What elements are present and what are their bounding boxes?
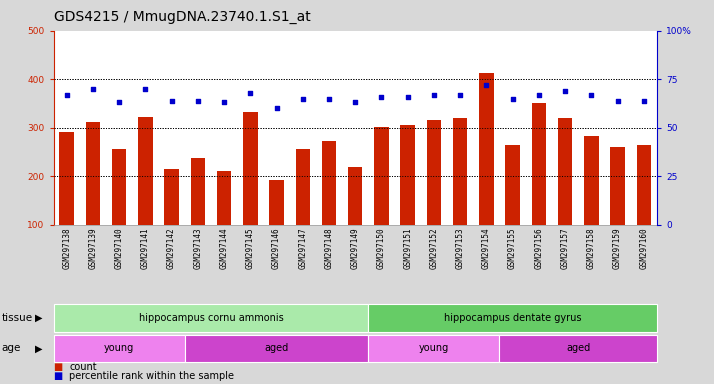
Text: GSM297154: GSM297154	[482, 227, 491, 268]
Point	[271, 105, 282, 111]
Text: GDS4215 / MmugDNA.23740.1.S1_at: GDS4215 / MmugDNA.23740.1.S1_at	[54, 10, 311, 23]
Bar	[610, 147, 625, 225]
Bar	[59, 132, 74, 225]
Text: GSM297148: GSM297148	[324, 227, 333, 268]
Point	[612, 98, 623, 104]
Point	[402, 94, 413, 100]
Text: GSM297155: GSM297155	[508, 227, 517, 268]
Bar	[427, 121, 441, 225]
Text: GSM297147: GSM297147	[298, 227, 307, 268]
Bar	[500, 334, 657, 362]
Point	[350, 99, 361, 106]
Text: young: young	[104, 343, 134, 354]
Text: ▶: ▶	[35, 343, 43, 354]
Text: GSM297140: GSM297140	[115, 227, 124, 268]
Text: GSM297151: GSM297151	[403, 227, 412, 268]
Text: GSM297150: GSM297150	[377, 227, 386, 268]
Text: GSM297141: GSM297141	[141, 227, 150, 268]
Bar	[243, 112, 258, 225]
Text: age: age	[1, 343, 21, 354]
Text: GSM297153: GSM297153	[456, 227, 465, 268]
Bar	[185, 334, 368, 362]
Text: GSM297139: GSM297139	[89, 227, 97, 268]
Bar	[637, 145, 651, 225]
Text: GSM297143: GSM297143	[193, 227, 202, 268]
Text: GSM297159: GSM297159	[613, 227, 622, 268]
Bar	[368, 304, 657, 331]
Point	[87, 86, 99, 92]
Bar	[54, 334, 185, 362]
Bar	[296, 149, 310, 225]
Bar	[217, 171, 231, 225]
Bar	[322, 141, 336, 225]
Bar	[506, 145, 520, 225]
Text: aged: aged	[264, 343, 288, 354]
Point	[376, 94, 387, 100]
Text: aged: aged	[566, 343, 590, 354]
Bar	[138, 117, 153, 225]
Text: young: young	[419, 343, 449, 354]
Bar	[453, 118, 468, 225]
Point	[481, 82, 492, 88]
Text: GSM297156: GSM297156	[534, 227, 543, 268]
Text: ■: ■	[54, 362, 63, 372]
Bar	[348, 167, 363, 225]
Point	[245, 90, 256, 96]
Point	[585, 92, 597, 98]
Bar	[112, 149, 126, 225]
Point	[192, 98, 203, 104]
Bar	[401, 125, 415, 225]
Text: GSM297138: GSM297138	[62, 227, 71, 268]
Bar	[374, 127, 388, 225]
Point	[638, 98, 650, 104]
Point	[140, 86, 151, 92]
Text: hippocampus cornu ammonis: hippocampus cornu ammonis	[139, 313, 283, 323]
Bar	[54, 304, 368, 331]
Point	[454, 92, 466, 98]
Text: GSM297158: GSM297158	[587, 227, 595, 268]
Point	[507, 96, 518, 102]
Point	[166, 98, 177, 104]
Text: count: count	[69, 362, 97, 372]
Text: GSM297142: GSM297142	[167, 227, 176, 268]
Text: GSM297149: GSM297149	[351, 227, 360, 268]
Text: ■: ■	[54, 371, 63, 381]
Point	[61, 92, 72, 98]
Text: GSM297146: GSM297146	[272, 227, 281, 268]
Bar	[368, 334, 500, 362]
Text: GSM297157: GSM297157	[560, 227, 570, 268]
Bar	[558, 118, 573, 225]
Point	[297, 96, 308, 102]
Bar	[191, 158, 205, 225]
Text: GSM297160: GSM297160	[639, 227, 648, 268]
Bar	[479, 73, 493, 225]
Point	[323, 96, 335, 102]
Bar	[164, 169, 178, 225]
Point	[428, 92, 440, 98]
Text: GSM297145: GSM297145	[246, 227, 255, 268]
Point	[218, 99, 230, 106]
Bar	[584, 136, 598, 225]
Bar	[86, 122, 100, 225]
Bar	[269, 180, 283, 225]
Text: ▶: ▶	[35, 313, 43, 323]
Point	[114, 99, 125, 106]
Text: GSM297152: GSM297152	[429, 227, 438, 268]
Bar	[532, 103, 546, 225]
Point	[559, 88, 570, 94]
Text: tissue: tissue	[1, 313, 33, 323]
Text: percentile rank within the sample: percentile rank within the sample	[69, 371, 234, 381]
Point	[533, 92, 545, 98]
Text: GSM297144: GSM297144	[220, 227, 228, 268]
Text: hippocampus dentate gyrus: hippocampus dentate gyrus	[444, 313, 581, 323]
